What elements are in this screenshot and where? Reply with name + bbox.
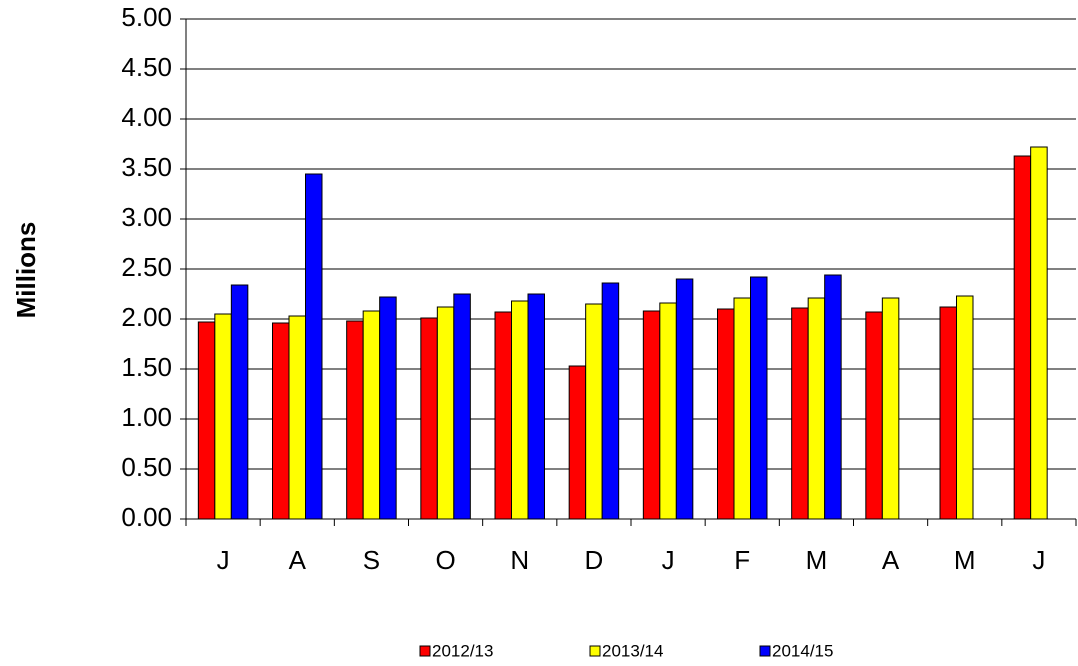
y-tick-label: 3.50 <box>121 152 172 182</box>
bar <box>601 282 620 520</box>
bar <box>362 310 381 520</box>
x-tick-label: O <box>435 545 455 575</box>
y-tick-label: 0.50 <box>121 452 172 482</box>
bar <box>230 284 249 520</box>
bar <box>346 320 364 520</box>
legend-label: 2012/13 <box>432 641 493 660</box>
bar <box>791 307 809 520</box>
y-tick-label: 1.00 <box>121 402 172 432</box>
bar <box>642 310 661 520</box>
bar <box>420 317 438 520</box>
y-tick-label: 2.50 <box>121 252 172 282</box>
y-tick-label: 0.00 <box>121 502 172 532</box>
bar <box>956 295 974 520</box>
bar <box>305 173 323 520</box>
y-tick-label: 5.00 <box>121 2 172 32</box>
bar <box>494 311 512 520</box>
y-tick-label: 4.50 <box>121 52 172 82</box>
bar <box>675 278 694 520</box>
bar <box>807 297 826 520</box>
x-tick-label: N <box>510 545 529 575</box>
bar <box>585 303 603 520</box>
legend-swatch <box>419 645 431 657</box>
bar <box>824 274 842 520</box>
x-tick-label: J <box>662 545 675 575</box>
x-tick-label: A <box>289 545 307 575</box>
bar <box>379 296 397 520</box>
x-tick-label: J <box>217 545 230 575</box>
x-tick-label: D <box>585 545 604 575</box>
bar <box>272 322 290 520</box>
x-tick-label: J <box>1032 545 1045 575</box>
bar <box>1030 146 1048 520</box>
y-axis-title: Millions <box>11 222 41 319</box>
bar <box>453 293 471 520</box>
bar <box>288 315 306 520</box>
legend-swatch <box>759 645 771 657</box>
bar <box>939 306 957 520</box>
legend-label: 2013/14 <box>602 641 663 660</box>
bar <box>750 276 768 520</box>
bar <box>865 311 883 520</box>
bar <box>1013 155 1032 520</box>
bar <box>881 297 900 520</box>
x-tick-label: A <box>882 545 900 575</box>
bar <box>197 321 216 520</box>
y-tick-label: 1.50 <box>121 352 172 382</box>
bar <box>436 306 455 520</box>
bar <box>568 365 587 520</box>
x-tick-label: F <box>734 545 750 575</box>
x-tick-label: M <box>806 545 828 575</box>
legend-label: 2014/15 <box>772 641 833 660</box>
y-tick-label: 4.00 <box>121 102 172 132</box>
y-tick-label: 2.00 <box>121 302 172 332</box>
y-tick-label: 3.00 <box>121 202 172 232</box>
bar <box>214 313 232 520</box>
bar <box>717 308 735 520</box>
bar <box>527 293 545 520</box>
bar <box>733 297 751 520</box>
x-tick-label: S <box>363 545 380 575</box>
x-tick-label: M <box>954 545 976 575</box>
legend-swatch <box>589 645 601 657</box>
bar <box>511 300 529 520</box>
bar <box>659 302 677 520</box>
